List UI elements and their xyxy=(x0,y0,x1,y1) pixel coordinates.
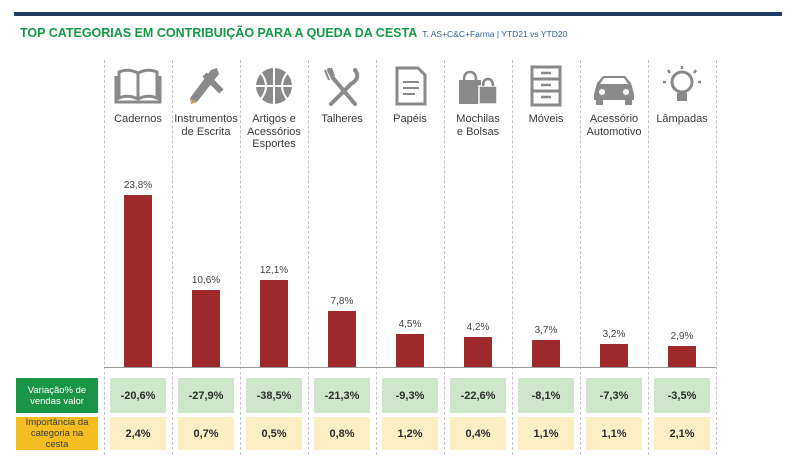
category-label: Talheres xyxy=(321,113,363,125)
cell-importancia: 2,1% xyxy=(654,417,710,450)
bar xyxy=(396,334,424,367)
column-separator xyxy=(648,60,649,455)
bar xyxy=(192,290,220,367)
cell-variacao: -27,9% xyxy=(178,378,234,413)
cell-variacao: -21,3% xyxy=(314,378,370,413)
bags-icon xyxy=(453,64,503,108)
column-separator xyxy=(376,60,377,455)
data-label: 3,7% xyxy=(534,325,558,337)
pencil-ruler-icon xyxy=(181,64,231,108)
cell-importancia: 1,1% xyxy=(518,417,574,450)
cell-variacao: -9,3% xyxy=(382,378,438,413)
cell-variacao: -20,6% xyxy=(110,378,166,413)
category-label: Artigos e Acessórios Esportes xyxy=(247,113,301,150)
cell-variacao: -38,5% xyxy=(246,378,302,413)
cell-importancia: 0,7% xyxy=(178,417,234,450)
column-separator xyxy=(104,60,105,455)
bar xyxy=(328,310,356,367)
cutlery-icon xyxy=(317,64,367,108)
category-label: Cadernos xyxy=(114,113,162,125)
chart-subtitle: T. AS+C&C+Farma | YTD21 vs YTD20 xyxy=(422,29,568,39)
bar xyxy=(260,279,288,367)
lightbulb-icon xyxy=(657,64,707,108)
cell-importancia: 0,4% xyxy=(450,417,506,450)
row-label-importancia: Importância da categoria na cesta xyxy=(16,417,98,450)
data-label: 7,8% xyxy=(330,295,354,307)
cell-variacao: -8,1% xyxy=(518,378,574,413)
bar xyxy=(124,195,152,367)
cell-variacao: -7,3% xyxy=(586,378,642,413)
data-label: 3,2% xyxy=(602,328,626,340)
drawers-icon xyxy=(521,64,571,108)
category-label: Mochilas e Bolsas xyxy=(456,113,500,138)
cell-importancia: 0,5% xyxy=(246,417,302,450)
column-separator xyxy=(512,60,513,455)
category-label: Lâmpadas xyxy=(656,113,708,125)
cell-importancia: 1,1% xyxy=(586,417,642,450)
category-label: Acessório Automotivo xyxy=(586,113,642,138)
top-rule xyxy=(14,12,782,16)
column-separator xyxy=(580,60,581,455)
category-label: Papéis xyxy=(393,113,427,125)
column-separator xyxy=(172,60,173,455)
data-label: 2,9% xyxy=(670,331,694,343)
notebook-icon xyxy=(113,64,163,108)
chart-title: TOP CATEGORIAS EM CONTRIBUIÇÃO PARA A QU… xyxy=(20,24,567,42)
basketball-icon xyxy=(249,64,299,108)
bar xyxy=(464,336,492,367)
column-separator xyxy=(308,60,309,455)
column-separator xyxy=(716,60,717,455)
row-label-variacao: Variação% de vendas valor xyxy=(16,378,98,413)
cell-variacao: -3,5% xyxy=(654,378,710,413)
data-label: 10,6% xyxy=(191,275,221,287)
car-icon xyxy=(589,64,639,108)
cell-variacao: -22,6% xyxy=(450,378,506,413)
data-label: 12,1% xyxy=(259,264,289,276)
chart-baseline xyxy=(104,367,716,368)
chart-title-text: TOP CATEGORIAS EM CONTRIBUIÇÃO PARA A QU… xyxy=(20,26,418,40)
category-label: Móveis xyxy=(528,113,564,125)
data-label: 4,5% xyxy=(398,319,422,331)
bar xyxy=(532,340,560,367)
column-separator xyxy=(444,60,445,455)
bar xyxy=(600,343,628,367)
paper-icon xyxy=(385,64,435,108)
bar xyxy=(668,346,696,367)
cell-importancia: 0,8% xyxy=(314,417,370,450)
data-label: 4,2% xyxy=(466,321,490,333)
category-label: Instrumentos de Escrita xyxy=(174,113,238,138)
data-label: 23,8% xyxy=(123,180,153,191)
cell-importancia: 2,4% xyxy=(110,417,166,450)
cell-importancia: 1,2% xyxy=(382,417,438,450)
column-separator xyxy=(240,60,241,455)
